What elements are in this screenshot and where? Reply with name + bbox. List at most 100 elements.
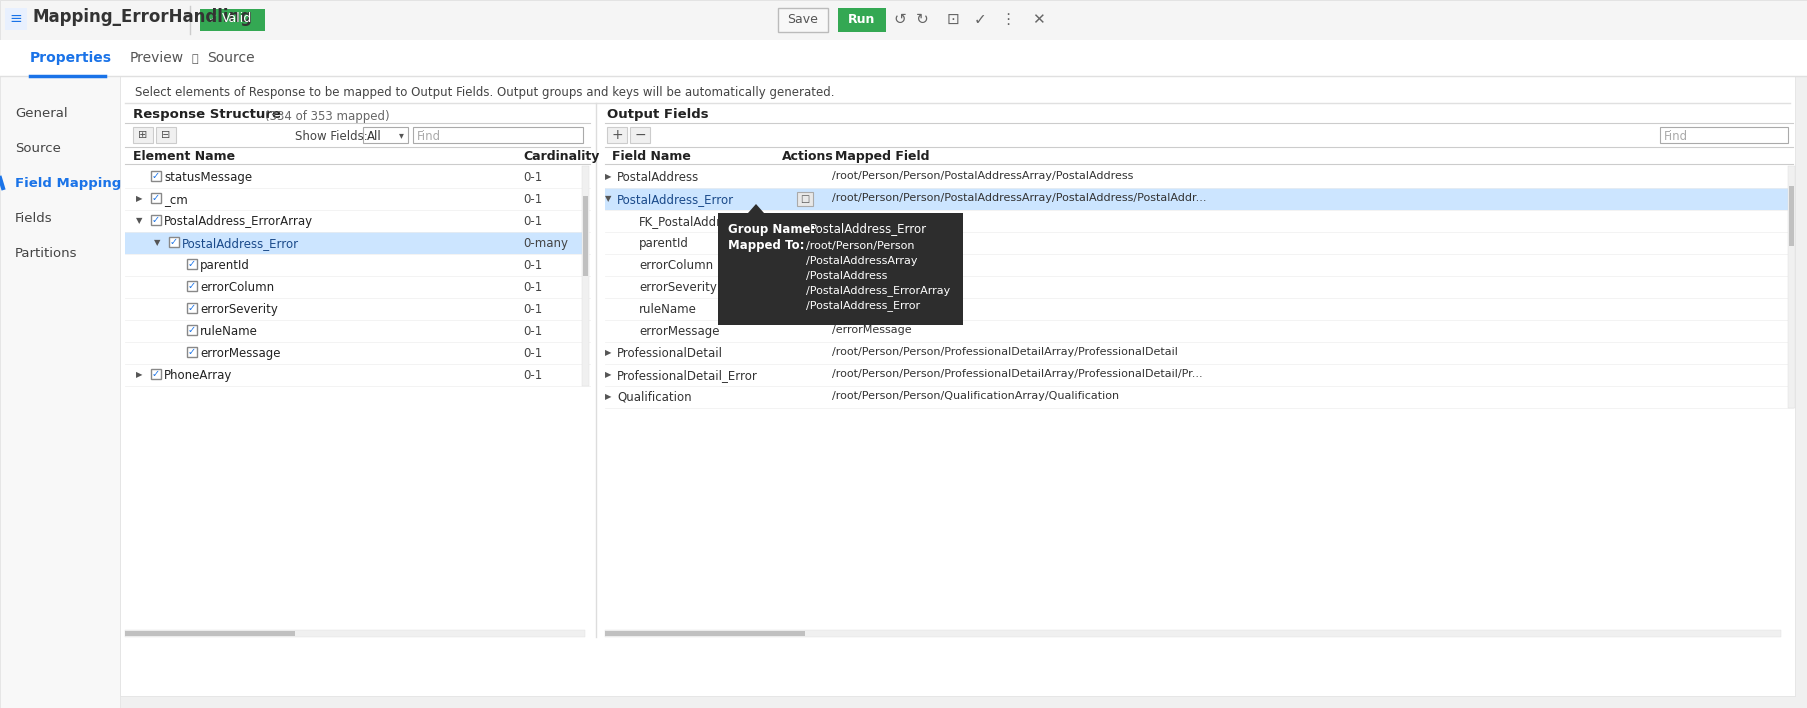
Bar	[838, 8, 885, 32]
Text: ▼: ▼	[154, 239, 161, 248]
Text: Fields: Fields	[14, 212, 52, 225]
Text: Mapped To:: Mapped To:	[728, 239, 804, 253]
Text: /root/Person/Person/PostalAddressArray/PostalAddress: /root/Person/Person/PostalAddressArray/P…	[831, 171, 1133, 181]
Text: ✓: ✓	[206, 13, 217, 26]
Text: −: −	[634, 128, 645, 142]
Text: parentId: parentId	[201, 259, 249, 272]
Text: /PostalAddress: /PostalAddress	[806, 271, 887, 281]
Text: 0-1: 0-1	[522, 171, 542, 184]
Text: Group Name:: Group Name:	[728, 222, 815, 236]
Bar	[155, 127, 175, 143]
Text: Element Name: Element Name	[134, 150, 235, 163]
Text: PostalAddress_Error: PostalAddress_Error	[810, 222, 927, 236]
Bar	[5, 8, 27, 30]
Text: /PostalAddress_Error: /PostalAddress_Error	[806, 301, 920, 312]
Text: /root/Person/Person/QualificationArray/Qualification: /root/Person/Person/QualificationArray/Q…	[831, 391, 1119, 401]
Text: 0-1: 0-1	[522, 193, 542, 206]
Text: Partitions: Partitions	[14, 247, 78, 260]
Text: /root/Person/Person/PostalAddressArray/PostalAddress/PostalAddr...: /root/Person/Person/PostalAddressArray/P…	[831, 193, 1207, 203]
Text: ProfessionalDetail: ProfessionalDetail	[616, 347, 723, 360]
Text: errorColumn: errorColumn	[640, 259, 714, 272]
Bar	[152, 171, 161, 181]
Text: ▶: ▶	[136, 370, 143, 379]
Text: Cardinality: Cardinality	[522, 150, 600, 163]
Text: ▶: ▶	[605, 392, 611, 401]
Text: Select elements of Response to be mapped to Output Fields. Output groups and key: Select elements of Response to be mapped…	[136, 86, 835, 99]
Bar	[605, 188, 1793, 210]
Text: 0-1: 0-1	[522, 347, 542, 360]
Text: ▶: ▶	[605, 173, 611, 181]
Text: parentId: parentId	[640, 237, 688, 250]
Text: ⊟: ⊟	[161, 130, 170, 140]
Text: PostalAddress_ErrorArray: PostalAddress_ErrorArray	[164, 215, 313, 228]
Bar	[631, 127, 651, 143]
Text: ▾: ▾	[399, 130, 403, 140]
Bar	[125, 630, 585, 637]
Bar	[152, 215, 161, 225]
Text: errorColumn: errorColumn	[201, 281, 275, 294]
Bar	[119, 76, 1794, 696]
Text: (334 of 353 mapped): (334 of 353 mapped)	[266, 110, 390, 123]
Text: Properties: Properties	[31, 51, 112, 65]
Bar	[186, 347, 197, 357]
Bar	[363, 127, 408, 143]
Text: 0-1: 0-1	[522, 325, 542, 338]
Bar	[584, 196, 587, 276]
Text: ✓: ✓	[188, 259, 197, 269]
Bar	[779, 8, 828, 32]
Bar	[186, 303, 197, 313]
Text: ruleName: ruleName	[201, 325, 258, 338]
Text: errorMessage: errorMessage	[640, 325, 719, 338]
Text: +: +	[611, 128, 623, 142]
Text: ⊞: ⊞	[139, 130, 148, 140]
Text: ✓: ✓	[152, 171, 161, 181]
Text: Actions: Actions	[782, 150, 833, 163]
Bar	[125, 232, 587, 254]
Text: ↻: ↻	[916, 12, 929, 27]
Text: Output Fields: Output Fields	[607, 108, 708, 121]
Bar	[605, 630, 1782, 637]
Text: ▶: ▶	[605, 370, 611, 379]
Bar	[134, 127, 154, 143]
Text: 0-1: 0-1	[522, 303, 542, 316]
Bar	[170, 237, 179, 247]
Text: Preview: Preview	[130, 51, 184, 65]
Text: ✓: ✓	[152, 193, 161, 203]
Text: ✓: ✓	[188, 325, 197, 335]
Text: errorSeverity: errorSeverity	[201, 303, 278, 316]
Bar	[605, 631, 804, 636]
Text: Field Name: Field Name	[613, 150, 690, 163]
Bar	[1789, 186, 1794, 246]
Text: /root/Person/Person: /root/Person/Person	[806, 241, 914, 251]
Text: ✓: ✓	[188, 347, 197, 357]
Text: 0-1: 0-1	[522, 281, 542, 294]
Text: PostalAddress_Error: PostalAddress_Error	[183, 237, 300, 250]
Text: ProfessionalDetail_Error: ProfessionalDetail_Error	[616, 369, 757, 382]
Text: Show Fields:: Show Fields:	[295, 130, 369, 143]
Text: All: All	[367, 130, 381, 143]
Text: /PostalAddress_ErrorArray: /PostalAddress_ErrorArray	[806, 285, 950, 297]
Text: Save: Save	[788, 13, 819, 26]
Bar	[717, 213, 963, 325]
Bar	[201, 9, 266, 31]
Polygon shape	[748, 204, 764, 213]
Text: ≡: ≡	[9, 11, 22, 26]
Text: PhoneArray: PhoneArray	[164, 369, 233, 382]
Bar	[1661, 127, 1787, 143]
Text: ✓: ✓	[188, 281, 197, 291]
Text: Source: Source	[14, 142, 61, 155]
Text: 0-many: 0-many	[522, 237, 567, 250]
Text: ▼: ▼	[136, 217, 143, 226]
Text: Source: Source	[208, 51, 255, 65]
Text: Run: Run	[847, 13, 876, 26]
Text: ✓: ✓	[974, 12, 987, 27]
Text: /PostalAddressArray: /PostalAddressArray	[806, 256, 918, 266]
Text: PostalAddress: PostalAddress	[616, 171, 699, 184]
Text: FK_PostalAddress: FK_PostalAddress	[640, 215, 741, 228]
Bar	[414, 127, 584, 143]
Text: 0-1: 0-1	[522, 215, 542, 228]
Text: Qualification: Qualification	[616, 391, 692, 404]
Text: 📋: 📋	[192, 54, 199, 64]
Text: ⋮: ⋮	[1001, 12, 1016, 27]
Text: statusMessage: statusMessage	[164, 171, 253, 184]
